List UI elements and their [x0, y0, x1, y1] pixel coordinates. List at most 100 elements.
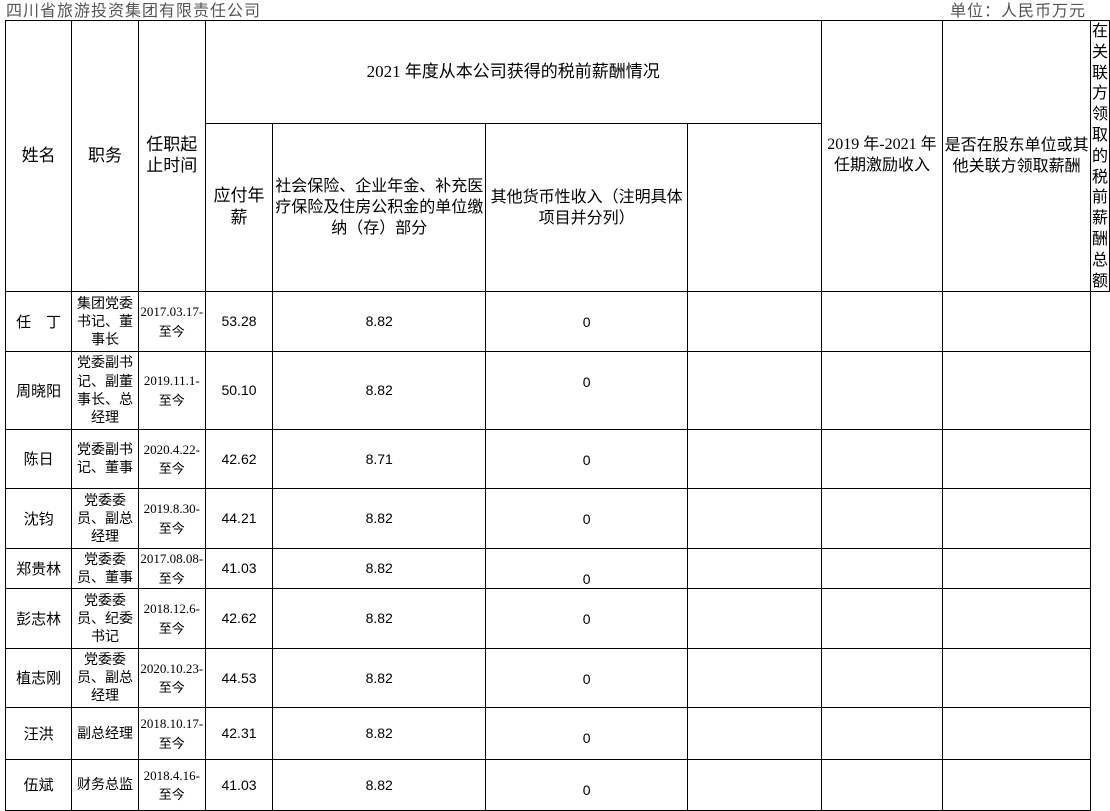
cell-other: 0 — [485, 707, 689, 761]
cell-related-total — [942, 429, 1091, 490]
cell-social: 8.82 — [272, 351, 487, 431]
header-salary: 应付年薪 — [204, 122, 274, 293]
cell-term: 2018.10.17-至今 — [137, 707, 206, 761]
cell-incentive — [687, 707, 822, 761]
cell-salary: 44.21 — [204, 488, 274, 550]
cell-related-total — [942, 488, 1091, 550]
cell-position: 党委委员、副总经理 — [71, 488, 139, 550]
cell-salary: 53.28 — [204, 291, 274, 353]
cell-salary: 42.62 — [204, 429, 274, 490]
cell-related-total — [942, 291, 1091, 353]
cell-incentive — [687, 759, 822, 811]
cell-shareholder — [820, 707, 944, 761]
cell-salary: 44.53 — [204, 648, 274, 709]
cell-position: 财务总监 — [71, 759, 139, 811]
cell-salary: 41.03 — [204, 548, 274, 590]
cell-other: 0 — [485, 488, 689, 550]
cell-shareholder — [820, 291, 944, 353]
cell-social: 8.82 — [272, 291, 487, 353]
cell-social: 8.82 — [272, 648, 487, 709]
header-name: 姓名 — [4, 19, 73, 293]
cell-social: 8.82 — [272, 548, 487, 590]
table-row: 郑贵林 党委委员、董事 2017.08.08-至今 41.03 8.82 0 — [4, 548, 1110, 590]
cell-incentive — [687, 488, 822, 550]
table-row: 伍斌 财务总监 2018.4.16-至今 41.03 8.82 0 — [4, 759, 1110, 811]
cell-social: 8.82 — [272, 707, 487, 761]
cell-shareholder — [820, 488, 944, 550]
cell-related-total — [942, 707, 1091, 761]
cell-related-total — [942, 351, 1091, 431]
header-other: 其他货币性收入（注明具体项目并分列） — [485, 122, 689, 293]
cell-name: 陈日 — [4, 429, 73, 490]
cell-term: 2017.08.08-至今 — [137, 548, 206, 590]
cell-term: 2019.8.30-至今 — [137, 488, 206, 550]
cell-incentive — [687, 648, 822, 709]
cell-other: 0 — [485, 648, 689, 709]
table-row: 周晓阳 党委副书记、副董事长、总经理 2019.11.1-至今 50.10 8.82 0 — [4, 351, 1110, 431]
cell-related-total — [942, 548, 1091, 590]
header-2021-group: 2021 年度从本公司获得的税前薪酬情况 — [204, 20, 822, 124]
cell-other: 0 — [485, 291, 689, 353]
cell-other: 0 — [485, 548, 689, 590]
cell-related-total — [942, 648, 1091, 709]
cell-shareholder — [820, 548, 944, 590]
header-term: 任职起止时间 — [137, 19, 206, 293]
cell-name: 植志刚 — [4, 648, 73, 709]
cell-salary: 41.03 — [204, 759, 274, 811]
cell-shareholder — [820, 759, 944, 811]
table-row: 陈日 党委副书记、董事 2020.4.22-至今 42.62 8.71 0 — [4, 429, 1110, 490]
salary-table: 姓名 职务 任职起止时间 2021 年度从本公司获得的税前薪酬情况 2019 年… — [4, 19, 1110, 811]
cell-name: 彭志林 — [4, 588, 73, 650]
cell-incentive — [687, 429, 822, 490]
cell-incentive — [687, 548, 822, 590]
cell-term: 2018.12.6-至今 — [137, 588, 206, 650]
cell-incentive — [687, 291, 822, 353]
cell-incentive — [687, 588, 822, 650]
cell-incentive — [687, 351, 822, 431]
header-social: 社会保险、企业年金、补充医疗保险及住房公积金的单位缴纳（存）部分 — [272, 122, 487, 293]
cell-social: 8.82 — [272, 759, 487, 811]
cell-term: 2020.4.22-至今 — [137, 429, 206, 490]
cell-position: 党委委员、董事 — [71, 548, 139, 590]
cell-name: 汪洪 — [4, 707, 73, 761]
cell-term: 2017.03.17-至今 — [137, 291, 206, 353]
cell-name: 周晓阳 — [4, 351, 73, 431]
currency-unit: 单位：人民币万元 — [949, 1, 1086, 20]
table-row: 植志刚 党委委员、副总经理 2020.10.23-至今 44.53 8.82 0 — [4, 648, 1110, 709]
cell-other: 0 — [485, 429, 689, 490]
header-related-total: 在关联方领取的税前薪酬总额 — [1089, 19, 1110, 293]
cell-social: 8.82 — [272, 488, 487, 550]
cell-name: 任 丁 — [4, 291, 73, 353]
cell-other: 0 — [485, 588, 689, 650]
cell-related-total — [942, 588, 1091, 650]
cell-social: 8.82 — [272, 588, 487, 650]
cell-position: 集团党委书记、董事长 — [71, 291, 139, 353]
cell-other: 0 — [485, 351, 689, 431]
table-row: 沈钧 党委委员、副总经理 2019.8.30-至今 44.21 8.82 0 — [4, 488, 1110, 550]
cell-related-total — [942, 759, 1091, 811]
cell-name: 沈钧 — [4, 488, 73, 550]
cell-shareholder — [820, 429, 944, 490]
header-incentive: 2019 年-2021 年任期激励收入 — [820, 19, 944, 293]
cell-shareholder — [820, 351, 944, 431]
header-position: 职务 — [71, 19, 139, 293]
cell-position: 党委副书记、董事 — [71, 429, 139, 490]
cell-term: 2020.10.23-至今 — [137, 648, 206, 709]
cell-shareholder — [820, 648, 944, 709]
cell-term: 2019.11.1-至今 — [137, 351, 206, 431]
table-row: 汪洪 副总经理 2018.10.17-至今 42.31 8.82 0 — [4, 707, 1110, 761]
company-name: 四川省旅游投资集团有限责任公司 — [6, 1, 262, 20]
cell-position: 副总经理 — [71, 707, 139, 761]
cell-salary: 42.31 — [204, 707, 274, 761]
cell-salary: 50.10 — [204, 351, 274, 431]
cell-position: 党委委员、副总经理 — [71, 648, 139, 709]
cell-social: 8.71 — [272, 429, 487, 490]
cell-name: 郑贵林 — [4, 548, 73, 590]
table-row: 任 丁集团党委书记、董事长 2017.03.17-至今 53.28 8.82 0 — [4, 291, 1110, 353]
cell-other: 0 — [485, 759, 689, 811]
cell-position: 党委委员、纪委书记 — [71, 588, 139, 650]
cell-salary: 42.62 — [204, 588, 274, 650]
header-shareholder: 是否在股东单位或其他关联方领取薪酬 — [942, 19, 1091, 293]
cell-name: 伍斌 — [4, 759, 73, 811]
cell-term: 2018.4.16-至今 — [137, 759, 206, 811]
